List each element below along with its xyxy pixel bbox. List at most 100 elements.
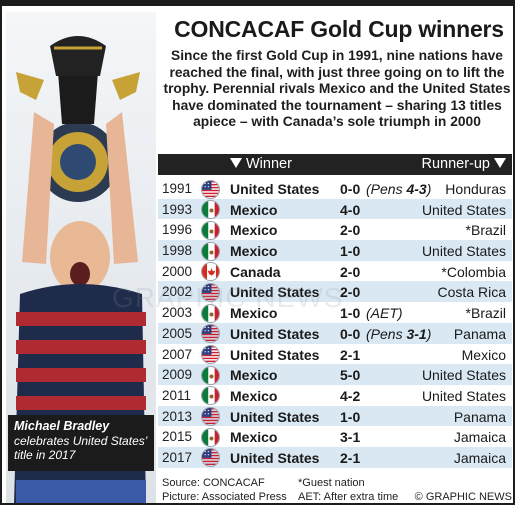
usa-flag-icon	[201, 179, 220, 199]
table-row: 2000 Canada 2-0 *Colombia	[158, 261, 512, 282]
winner-cell: United States	[230, 181, 320, 197]
winner-cell: United States	[230, 408, 320, 425]
runner-up-cell: Panama	[453, 325, 506, 342]
footer-left: Source: CONCACAF Picture: Associated Pre…	[162, 476, 287, 503]
triangle-down-icon	[230, 158, 242, 169]
mexico-flag-icon	[201, 200, 220, 220]
year-cell: 2003	[162, 305, 193, 321]
score-cell: 0-0	[340, 325, 361, 342]
winner-cell: Mexico	[230, 222, 278, 239]
winner-cell: United States	[230, 449, 320, 466]
caption-name: Michael Bradley	[14, 419, 110, 433]
runner-up-cell: Costa Rica	[437, 284, 506, 301]
score-cell: 1-0	[340, 408, 361, 425]
score-note-text: (Pens	[366, 325, 407, 342]
winner-cell: United States	[230, 325, 320, 342]
guest-note: *Guest nation	[298, 477, 365, 489]
year-cell: 2005	[162, 325, 193, 341]
score-cell: 2-0	[340, 222, 361, 239]
table-row: 2005 United States 0-0 (Pens 3-1) Panama	[158, 322, 512, 344]
year-cell: 2009	[162, 367, 193, 383]
runner-up-cell: Jamaica	[453, 449, 506, 466]
score-note-text: (Pens	[366, 181, 407, 197]
score-cell: 2-1	[340, 346, 361, 363]
year-cell: 1993	[162, 201, 193, 217]
score-note: (Pens 3-1)	[366, 326, 431, 342]
mexico-flag-icon	[201, 386, 220, 406]
table-row: 2009 Mexico 5-0 United States	[158, 364, 512, 385]
picture-credit: Picture: Associated Press	[162, 491, 287, 503]
runner-up-header-label: Runner-up	[421, 156, 490, 172]
year-cell: 2000	[162, 263, 193, 279]
year-cell: 2013	[162, 408, 193, 424]
triangle-down-icon	[494, 158, 506, 169]
score-cell: 1-0	[340, 305, 361, 322]
year-cell: 1996	[162, 222, 193, 238]
score-cell: 4-0	[340, 201, 361, 218]
year-cell: 1998	[162, 243, 193, 259]
footer-notes: *Guest nation AET: After extra time	[298, 476, 398, 503]
usa-flag-icon	[201, 282, 220, 302]
runner-up-cell: *Colombia	[441, 263, 506, 280]
runner-up-cell: Jamaica	[453, 429, 506, 446]
runner-up-cell: Mexico	[461, 346, 506, 363]
score-cell: 2-1	[340, 449, 361, 466]
winner-cell: Mexico	[230, 429, 278, 446]
runner-up-cell: United States	[421, 243, 506, 260]
winner-cell: Canada	[230, 263, 281, 280]
table-row: 1993 Mexico 4-0 United States	[158, 198, 512, 220]
runner-up-cell: Panama	[453, 408, 506, 425]
winners-table: 1991 United States 0-0 (Pens 4-3) Honduras 19…	[158, 178, 512, 468]
table-row: 1996 Mexico 2-0 *Brazil	[158, 219, 512, 240]
winner-cell: Mexico	[230, 243, 278, 260]
table-row: 2003 Mexico 1-0 (AET) *Brazil	[158, 302, 512, 323]
score-note-bold: 4-3	[406, 181, 427, 197]
graphic-news-credit: © GRAPHIC NEWS	[414, 491, 512, 503]
table-row: 2011 Mexico 4-2 United States	[158, 385, 512, 406]
winner-cell: United States	[230, 346, 320, 363]
mexico-flag-icon	[201, 427, 220, 447]
score-note: (AET)	[366, 305, 403, 321]
runner-up-cell: Honduras	[445, 181, 506, 197]
usa-flag-icon	[201, 345, 220, 364]
score-cell: 4-2	[340, 387, 361, 404]
year-cell: 1991	[162, 181, 193, 196]
score-note-close: )	[426, 181, 432, 197]
usa-flag-icon	[201, 407, 220, 427]
year-cell: 2017	[162, 449, 193, 465]
source-credit: Source: CONCACAF	[162, 477, 265, 489]
winner-header: Winner	[230, 156, 292, 172]
mexico-flag-icon	[201, 365, 220, 385]
runner-up-header: Runner-up	[421, 156, 506, 172]
runner-up-cell: United States	[421, 367, 506, 384]
table-row: 2002 United States 2-0 Costa Rica	[158, 281, 512, 303]
mexico-flag-icon	[201, 303, 220, 323]
usa-flag-icon	[201, 448, 220, 468]
winner-cell: United States	[230, 284, 320, 301]
table-row: 1998 Mexico 1-0 United States	[158, 240, 512, 261]
winner-cell: Mexico	[230, 387, 278, 404]
table-row: 2013 United States 1-0 Panama	[158, 405, 512, 427]
winner-cell: Mexico	[230, 305, 278, 322]
score-cell: 3-1	[340, 429, 361, 446]
score-cell: 0-0	[340, 181, 361, 197]
winner-cell: Mexico	[230, 201, 278, 218]
canada-flag-icon	[201, 262, 220, 282]
score-note-close: )	[426, 325, 432, 342]
year-cell: 2011	[162, 387, 192, 403]
table-header: Winner Runner-up	[158, 154, 512, 175]
page-title: CONCACAF Gold Cup winners	[174, 16, 504, 42]
score-cell: 5-0	[340, 367, 361, 384]
table-row: 2007 United States 2-1 Mexico	[158, 344, 512, 365]
score-note-text: (AET)	[366, 305, 403, 322]
caption-description: celebrates United States’ title in 2017	[14, 434, 147, 462]
table-row: 2017 United States 2-1 Jamaica	[158, 446, 512, 468]
score-cell: 2-0	[340, 263, 361, 280]
score-note-bold: 3-1	[406, 325, 427, 342]
mexico-flag-icon	[201, 241, 220, 261]
winner-header-label: Winner	[246, 156, 292, 172]
year-cell: 2002	[162, 284, 193, 300]
score-cell: 2-0	[340, 284, 361, 301]
score-cell: 1-0	[340, 243, 361, 260]
score-note: (Pens 4-3)	[366, 181, 431, 197]
